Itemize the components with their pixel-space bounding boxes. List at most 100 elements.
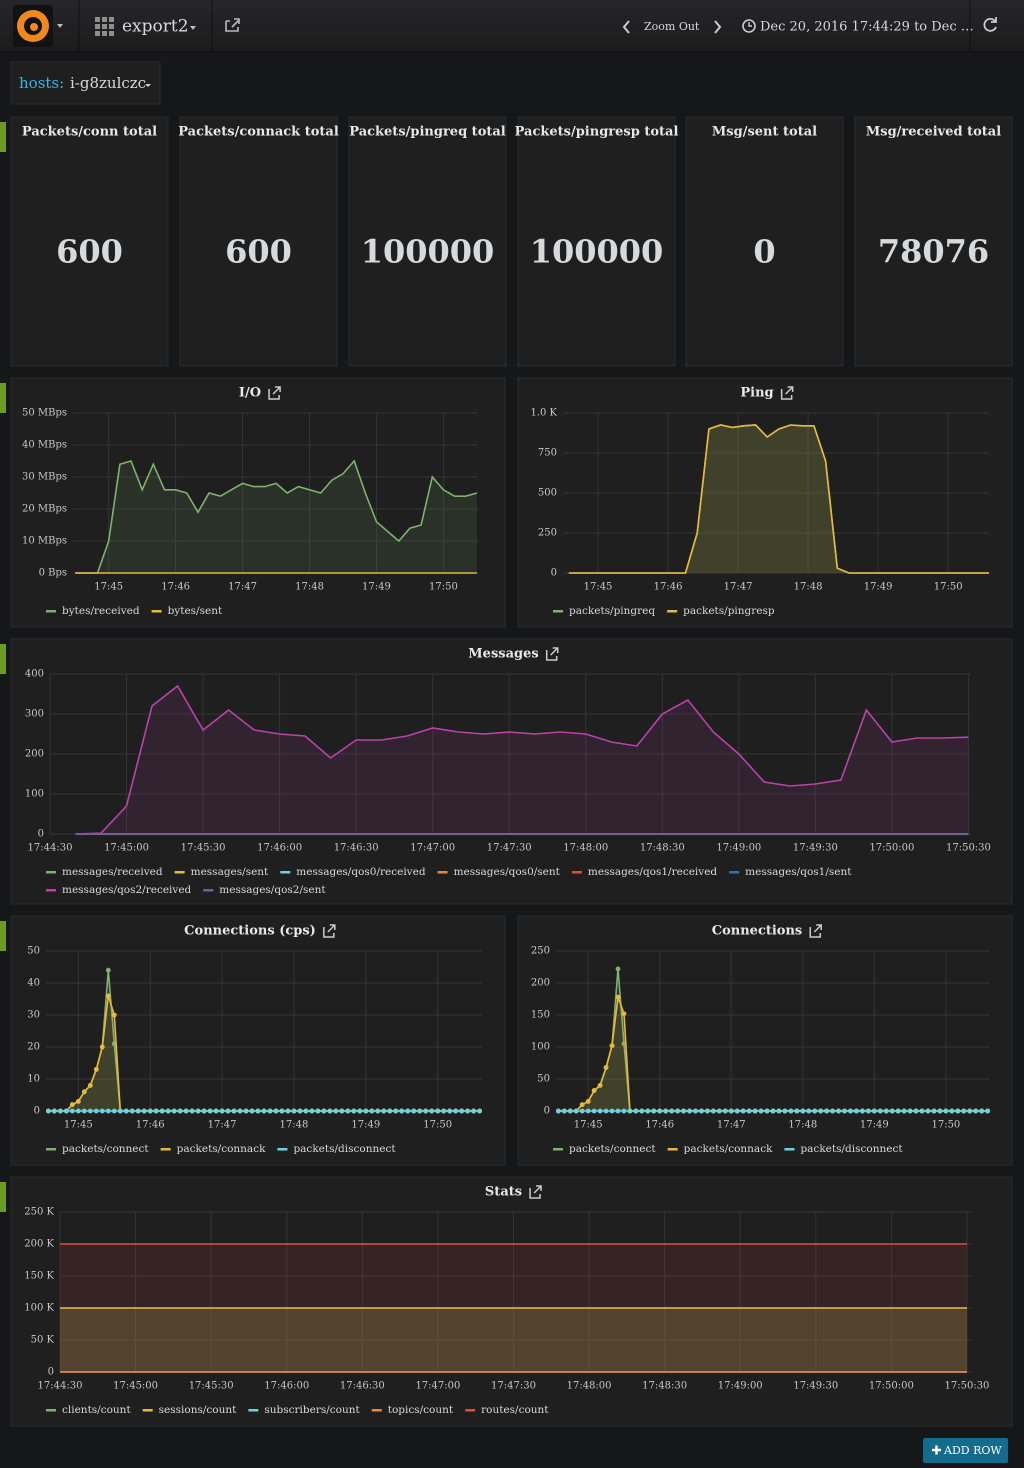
zoom-forward[interactable] xyxy=(714,20,722,34)
legend-item[interactable]: clients/count xyxy=(46,1404,131,1416)
legend-item[interactable]: packets/connect xyxy=(553,1143,656,1155)
panel-title[interactable]: Connections (cps) xyxy=(184,924,316,939)
legend-item[interactable]: packets/connack xyxy=(667,1143,773,1155)
x-tick-label: 17:48 xyxy=(295,582,324,593)
area-fill xyxy=(48,995,480,1111)
panel-title[interactable]: Stats xyxy=(485,1185,522,1200)
legend-item[interactable]: messages/received xyxy=(46,866,163,878)
legend-item[interactable]: packets/disconnect xyxy=(277,1143,396,1155)
legend-item[interactable]: messages/qos1/received xyxy=(571,866,718,878)
point xyxy=(949,1108,955,1114)
panel-title[interactable]: Connections xyxy=(712,924,803,939)
stat-row: Packets/conn total 600 Packets/connack tot… xyxy=(10,116,1013,367)
legend-item[interactable]: packets/disconnect xyxy=(784,1143,903,1155)
point xyxy=(675,1108,681,1114)
legend-item[interactable]: packets/pingresp xyxy=(667,605,775,617)
link-icon[interactable] xyxy=(780,386,794,400)
link-icon[interactable] xyxy=(529,1185,542,1199)
link-icon[interactable] xyxy=(809,924,822,938)
legend-item[interactable]: messages/qos0/sent xyxy=(437,866,561,878)
legend-item[interactable]: sessions/count xyxy=(142,1404,237,1416)
point xyxy=(81,1089,87,1095)
add-row-button[interactable]: ADD ROW xyxy=(923,1438,1008,1463)
legend-item[interactable]: messages/qos1/sent xyxy=(729,866,852,878)
legend-item[interactable]: messages/qos2/sent xyxy=(203,884,326,896)
y-tick-label: 0 xyxy=(544,1106,550,1117)
x-tick-label: 17:49 xyxy=(860,1120,889,1131)
y-tick-label: 0 xyxy=(38,829,44,840)
x-tick-label: 17:46:00 xyxy=(257,843,302,854)
legend-item[interactable]: topics/count xyxy=(371,1404,454,1416)
y-tick-label: 0 xyxy=(34,1106,40,1117)
caret xyxy=(145,84,151,87)
dashboard-title: export2 xyxy=(122,17,189,37)
legend-label: bytes/sent xyxy=(168,605,223,617)
point xyxy=(764,1108,770,1114)
point xyxy=(75,1099,81,1104)
point xyxy=(393,1108,399,1114)
legend-item[interactable]: bytes/received xyxy=(46,605,140,617)
legend-label: messages/sent xyxy=(191,866,269,878)
dashboard-picker[interactable]: export2 xyxy=(95,17,196,37)
refresh-icon[interactable] xyxy=(983,17,997,32)
point xyxy=(621,1011,627,1017)
zoom-out[interactable]: Zoom Out xyxy=(644,20,700,33)
legend-item[interactable]: packets/connack xyxy=(160,1143,266,1155)
legend-item[interactable]: packets/pingreq xyxy=(553,605,655,617)
legend-item[interactable]: packets/connect xyxy=(46,1143,149,1155)
link-icon[interactable] xyxy=(545,647,559,661)
y-tick-label: 30 xyxy=(27,1010,40,1021)
legend-item[interactable]: messages/qos2/received xyxy=(46,884,192,896)
legend-label: routes/count xyxy=(481,1404,549,1416)
stat-panel xyxy=(179,116,338,367)
logo-menu[interactable] xyxy=(13,5,63,47)
legend-swatch xyxy=(46,610,56,613)
template-variable[interactable]: hosts: i-g8zulczc xyxy=(10,61,161,105)
legend-item[interactable]: messages/sent xyxy=(174,866,269,878)
share-icon[interactable] xyxy=(225,18,240,32)
legend-label: packets/connack xyxy=(177,1143,266,1155)
point xyxy=(81,1108,87,1114)
caret xyxy=(57,24,63,28)
legend-item[interactable]: subscribers/count xyxy=(248,1404,361,1416)
panel-title[interactable]: Messages xyxy=(468,647,538,662)
point xyxy=(207,1108,213,1114)
area-fill xyxy=(60,1308,967,1372)
legend-swatch xyxy=(667,1148,678,1151)
legend-item[interactable]: messages/qos0/received xyxy=(280,866,426,878)
panel-title[interactable]: I/O xyxy=(239,386,261,401)
legend-swatch xyxy=(174,871,185,874)
point xyxy=(309,1108,315,1114)
y-tick-label: 100 K xyxy=(24,1303,54,1314)
legend-label: messages/qos1/received xyxy=(588,866,718,878)
point xyxy=(877,1108,883,1114)
point xyxy=(399,1108,405,1114)
point xyxy=(705,1108,710,1114)
point xyxy=(651,1108,657,1114)
legend-swatch xyxy=(46,1148,56,1151)
stat-value: 0 xyxy=(753,233,775,271)
legend-item[interactable]: bytes/sent xyxy=(151,605,223,617)
link-icon[interactable] xyxy=(323,924,336,938)
link-icon[interactable] xyxy=(268,386,281,400)
x-tick-label: 17:47:00 xyxy=(410,843,455,854)
y-tick-label: 250 K xyxy=(24,1207,54,1218)
point xyxy=(447,1108,453,1114)
x-tick-label: 17:47 xyxy=(717,1120,746,1131)
point xyxy=(333,1108,339,1114)
x-tick-label: 17:49:30 xyxy=(793,1381,838,1392)
time-picker[interactable]: Dec 20, 2016 17:44:29 to Dec … xyxy=(742,19,974,35)
dashboard-icon xyxy=(95,17,114,36)
zoom-back[interactable] xyxy=(622,20,630,34)
panel-title[interactable]: Ping xyxy=(740,386,773,401)
x-tick-label: 17:49 xyxy=(864,582,893,593)
point xyxy=(411,1108,417,1114)
point xyxy=(429,1108,435,1114)
point xyxy=(597,1108,603,1114)
point xyxy=(681,1108,686,1114)
x-tick-label: 17:47:30 xyxy=(487,843,532,854)
legend-item[interactable]: routes/count xyxy=(465,1404,549,1416)
legend-swatch xyxy=(553,1148,563,1151)
